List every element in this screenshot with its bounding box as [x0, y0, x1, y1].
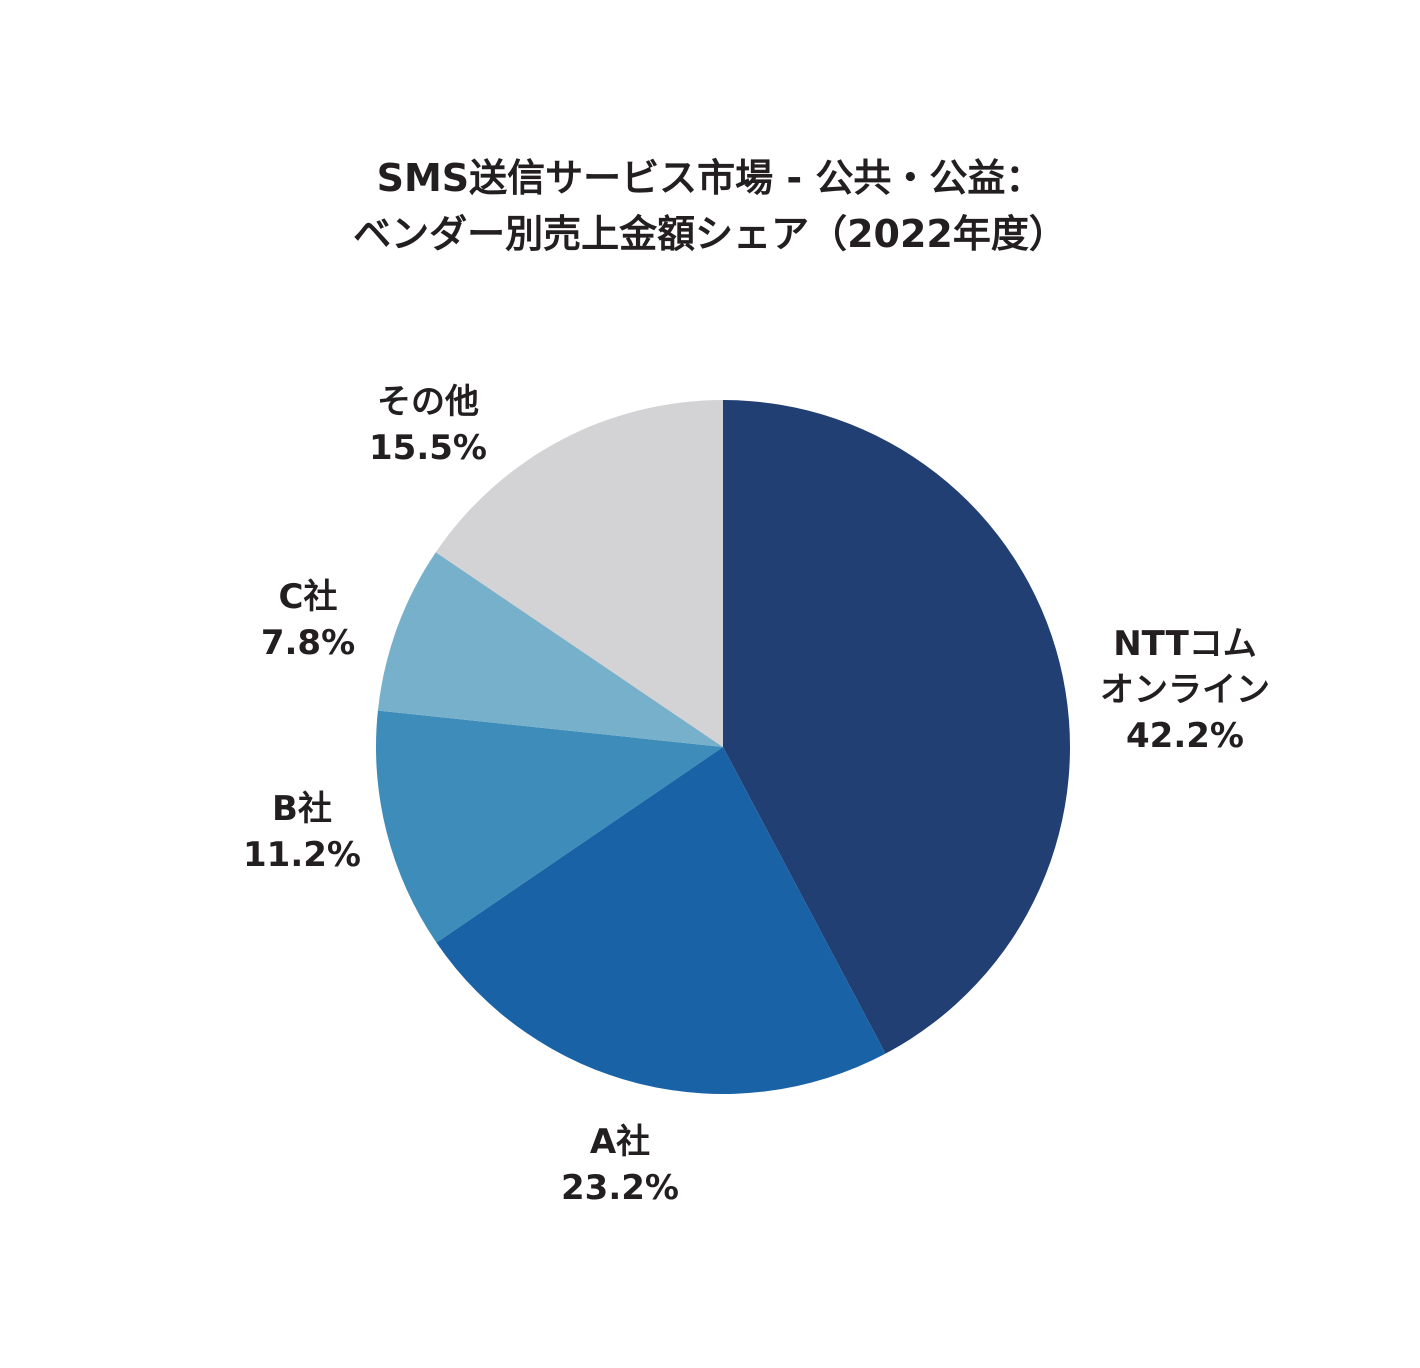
slice-label: B社 11.2% [243, 786, 361, 878]
value-label: 42.2% [1126, 716, 1244, 756]
pie-slice [723, 400, 1070, 1054]
pie-slice [376, 710, 723, 943]
value-label: 11.2% [243, 835, 361, 875]
value-label: 7.8% [260, 623, 356, 663]
pie-slice [377, 552, 723, 747]
pie-slice [436, 747, 886, 1094]
category-label: NTTコム オンライン [1100, 624, 1270, 710]
pie-slice [435, 400, 723, 747]
slice-label: A社 23.2% [561, 1119, 679, 1211]
category-label: B社 [272, 789, 332, 829]
slice-label: その他 15.5% [369, 379, 487, 471]
value-label: 15.5% [369, 428, 487, 468]
category-label: その他 [377, 382, 479, 422]
chart-title: SMS送信サービス市場 - 公共・公益： ベンダー別売上金額シェア（2022年度… [353, 156, 1067, 256]
category-label: A社 [589, 1122, 651, 1162]
category-label: C社 [278, 577, 338, 617]
slice-label: NTTコム オンライン 42.2% [1100, 621, 1270, 759]
value-label: 23.2% [561, 1168, 679, 1208]
slice-label: C社 7.8% [261, 574, 355, 666]
